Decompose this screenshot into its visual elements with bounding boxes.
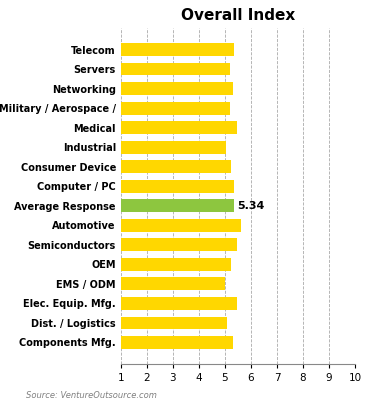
- Bar: [121, 336, 233, 349]
- Text: Source: VentureOutsource.com: Source: VentureOutsource.com: [26, 391, 157, 400]
- Bar: [121, 141, 226, 154]
- Bar: [121, 160, 231, 173]
- Bar: [121, 238, 236, 251]
- Text: 5.34: 5.34: [238, 201, 265, 211]
- Bar: [121, 121, 236, 134]
- Bar: [121, 297, 236, 310]
- Bar: [121, 102, 230, 114]
- Bar: [121, 219, 240, 232]
- Bar: [121, 43, 234, 56]
- Bar: [121, 278, 225, 290]
- Bar: [121, 258, 231, 271]
- Bar: [121, 63, 230, 76]
- Bar: [121, 200, 234, 212]
- Bar: [121, 316, 228, 329]
- Bar: [121, 82, 233, 95]
- Bar: [121, 180, 234, 192]
- Title: Overall Index: Overall Index: [181, 8, 295, 23]
